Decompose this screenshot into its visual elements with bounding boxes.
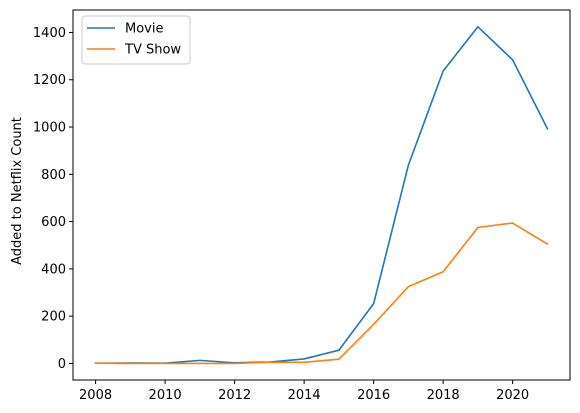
x-tick-label: 2018 bbox=[427, 388, 460, 403]
x-tick-label: 2012 bbox=[218, 388, 251, 403]
series-line-tv-show bbox=[94, 222, 549, 365]
y-tick-label: 200 bbox=[41, 310, 66, 325]
plot-lines bbox=[94, 25, 549, 365]
y-axis-ticks: 0 200 400 600 800 1000 1200 1400 bbox=[33, 26, 73, 372]
legend-label-tv-show: TV Show bbox=[124, 43, 181, 58]
y-tick-label: 1200 bbox=[33, 73, 66, 88]
x-tick-label: 2016 bbox=[357, 388, 390, 403]
y-axis-label: Added to Netflix Count bbox=[10, 117, 25, 265]
x-tick-label: 2014 bbox=[288, 388, 321, 403]
y-tick-label: 600 bbox=[41, 215, 66, 230]
y-tick-label: 0 bbox=[58, 357, 66, 372]
x-tick-label: 2020 bbox=[496, 388, 529, 403]
x-tick-label: 2010 bbox=[149, 388, 182, 403]
y-tick-label: 400 bbox=[41, 262, 66, 277]
y-tick-label: 1000 bbox=[33, 121, 66, 136]
legend-label-movie: Movie bbox=[125, 22, 163, 37]
y-tick-label: 800 bbox=[41, 168, 66, 183]
plot-frame bbox=[72, 9, 571, 381]
x-tick-label: 2008 bbox=[79, 388, 112, 403]
y-tick-label: 1400 bbox=[33, 26, 66, 41]
x-axis-ticks: 2008 2010 2012 2014 2016 2018 2020 bbox=[79, 380, 529, 403]
legend: Movie TV Show bbox=[81, 15, 191, 65]
